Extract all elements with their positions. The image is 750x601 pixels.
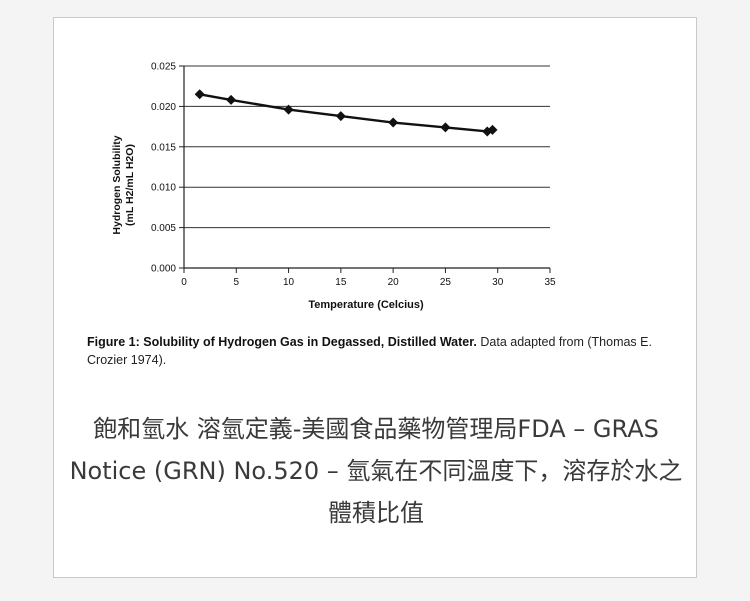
data-point-marker [388, 117, 399, 128]
y-axis-label-line1: Hydrogen Solubility [111, 135, 123, 234]
image-card: 0.000 0.005 0.010 0.015 0.020 0.025 0 5 10 15 20 25… [53, 17, 697, 578]
series-line [199, 93, 493, 133]
y-tick-label: 0.010 [151, 183, 176, 194]
figure-caption-source: Data adapted from (Thomas E. Crozier 197… [87, 335, 652, 367]
solubility-chart: 0.000 0.005 0.010 0.015 0.020 0.025 0 5 10 15 20 25… [111, 62, 556, 312]
figure-caption: Figure 1: Solubility of Hydrogen Gas in … [87, 333, 687, 369]
page-caption: 飽和氫水 溶氫定義-美國食品藥物管理局FDA – GRAS Notice (GR… [69, 415, 683, 527]
y-tick-label: 0.000 [151, 264, 176, 275]
x-tick-label: 35 [544, 277, 556, 288]
figure-caption-title: Figure 1: Solubility of Hydrogen Gas in … [87, 335, 477, 349]
x-tick-label: 10 [283, 277, 295, 288]
x-tick-label: 20 [388, 277, 400, 288]
data-point-marker [194, 89, 205, 100]
x-tick-label: 25 [440, 277, 452, 288]
x-tick-label: 5 [234, 277, 240, 288]
y-tick-label: 0.020 [151, 102, 176, 113]
data-point-marker [440, 122, 451, 133]
data-point-marker [335, 111, 346, 122]
x-axis-label: Temperature (Celcius) [308, 299, 424, 311]
data-point-marker [487, 124, 498, 135]
data-point-marker [283, 104, 294, 115]
data-point-marker [226, 94, 237, 105]
series-layer [194, 89, 498, 137]
y-tick-label: 0.015 [151, 142, 176, 153]
y-tick-label: 0.025 [151, 62, 176, 73]
axis-layer: 0.000 0.005 0.010 0.015 0.020 0.025 0 5 10 15 20 25… [151, 62, 556, 289]
x-tick-label: 15 [335, 277, 347, 288]
y-tick-label: 0.005 [151, 223, 176, 234]
x-tick-label: 0 [181, 277, 187, 288]
grid-layer [184, 65, 550, 229]
x-tick-label: 30 [492, 277, 504, 288]
y-axis-label-line2: (mL H2/mL H2O) [124, 144, 136, 226]
